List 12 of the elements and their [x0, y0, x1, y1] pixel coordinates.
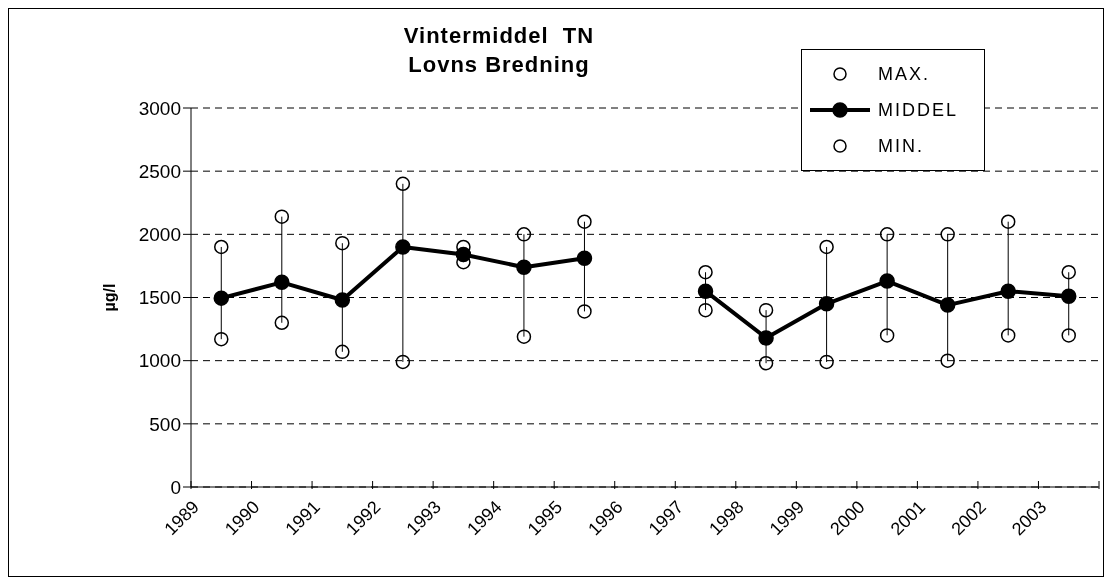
y-tick-label: 500 — [149, 413, 181, 435]
y-tick-label: 2500 — [138, 160, 181, 182]
y-axis-title: µg/l — [100, 283, 118, 312]
legend-label: MIN. — [878, 135, 924, 157]
y-tick-label: 3000 — [138, 97, 181, 119]
y-tick-label: 1500 — [138, 287, 181, 309]
chart-title: Vintermiddel TN Lovns Bredning — [402, 22, 596, 79]
y-tick-label: 1000 — [138, 350, 181, 372]
y-tick-label: 0 — [170, 476, 181, 498]
y-tick-label: 2000 — [138, 224, 181, 246]
legend-label: MIDDEL — [878, 99, 959, 121]
legend-label: MAX. — [878, 63, 931, 85]
